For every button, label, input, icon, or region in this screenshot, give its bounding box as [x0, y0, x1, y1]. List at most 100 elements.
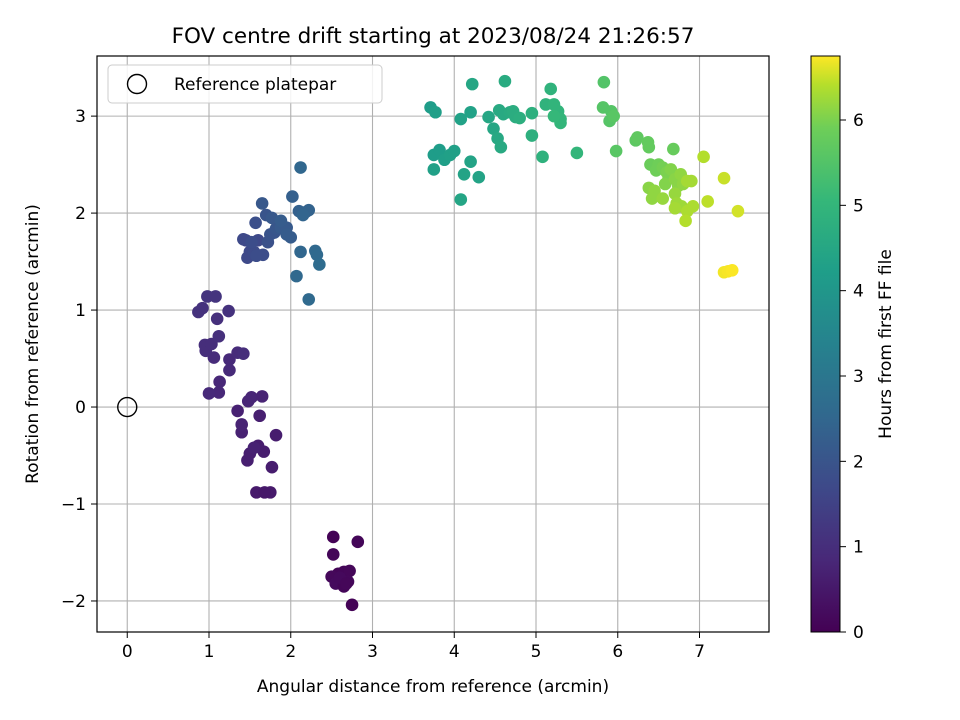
data-point: [235, 418, 249, 431]
data-point: [265, 460, 279, 474]
reference-marker: [117, 396, 138, 418]
colorbar-tick-label: 4: [853, 282, 864, 302]
colorbar-tick-label: 3: [853, 367, 864, 387]
data-point: [212, 386, 226, 399]
data-point: [269, 428, 283, 442]
y-tick-label: 3: [75, 107, 86, 127]
data-point: [570, 146, 584, 160]
data-point: [472, 170, 486, 184]
data-point: [247, 441, 261, 455]
data-point: [255, 197, 269, 210]
data-point: [302, 293, 316, 306]
data-point: [213, 375, 226, 389]
data-point: [255, 390, 269, 403]
data-point: [658, 177, 672, 191]
y-tick-label: 2: [75, 204, 86, 224]
data-point: [547, 109, 561, 123]
data-point: [731, 204, 745, 218]
data-point: [245, 391, 258, 404]
data-point: [290, 269, 303, 283]
data-point: [326, 548, 340, 561]
y-axis-label: Rotation from reference (arcmin): [23, 204, 43, 484]
data-point: [701, 195, 714, 208]
data-point: [454, 112, 468, 126]
data-point: [667, 142, 680, 156]
data-point: [525, 106, 539, 120]
data-point: [597, 75, 611, 89]
colorbar-tick-label: 1: [853, 538, 864, 558]
x-tick-label: 1: [204, 642, 215, 662]
data-point: [685, 174, 698, 188]
data-point: [286, 190, 299, 203]
data-point: [544, 82, 558, 96]
data-point: [482, 110, 495, 124]
data-point: [609, 144, 623, 158]
data-point: [284, 231, 298, 244]
data-point: [433, 143, 446, 157]
x-tick-label: 2: [285, 642, 296, 662]
data-point: [679, 214, 692, 228]
y-tick-label: 0: [75, 398, 86, 418]
data-point: [668, 187, 682, 200]
data-point: [222, 304, 235, 318]
data-point: [237, 347, 250, 360]
y-tick-label: −2: [61, 592, 86, 612]
data-point: [498, 74, 512, 88]
x-tick-labels: 0 1 2 3 4 5 6 7: [122, 632, 705, 662]
colorbar-tick-label: 2: [853, 452, 864, 472]
data-point: [642, 140, 656, 154]
x-tick-label: 0: [122, 642, 133, 662]
colorbar-tick-labels: 0 1 2 3 4 5 6: [840, 111, 864, 643]
data-point: [464, 155, 477, 168]
y-tick-label: −1: [61, 495, 86, 515]
data-point: [326, 530, 340, 544]
x-tick-label: 3: [367, 642, 378, 662]
colorbar-tick-label: 6: [853, 111, 864, 131]
data-point: [223, 363, 236, 377]
plot-frame: [96, 55, 770, 633]
chart-title: FOV centre drift starting at 2023/08/24 …: [172, 24, 695, 49]
y-tick-labels: −2 −1 0 1 2 3: [61, 107, 97, 612]
data-point: [294, 245, 307, 259]
data-point: [494, 140, 508, 154]
data-point: [664, 163, 678, 176]
colorbar-tick-label: 5: [853, 196, 864, 216]
data-point: [465, 77, 479, 91]
data-point: [607, 109, 620, 123]
data-point: [536, 150, 549, 164]
data-point: [725, 264, 739, 277]
x-tick-label: 7: [694, 642, 705, 662]
data-point: [258, 486, 271, 499]
colorbar-label: Hours from first FF file: [876, 249, 896, 439]
data-point: [196, 301, 209, 315]
grid-lines: [97, 56, 769, 632]
data-point: [274, 214, 288, 228]
data-point: [454, 193, 468, 206]
scatter-points: [192, 74, 745, 612]
data-point: [464, 105, 477, 119]
data-point: [525, 129, 539, 142]
data-point: [212, 329, 226, 343]
data-point: [245, 235, 258, 249]
data-point: [343, 564, 356, 578]
x-tick-label: 4: [449, 642, 460, 662]
data-point: [427, 163, 441, 176]
legend-entry: Reference platepar: [174, 75, 336, 95]
legend: Reference platepar: [107, 64, 383, 104]
data-point: [487, 122, 500, 136]
data-point: [296, 208, 310, 222]
data-point: [249, 216, 262, 230]
data-point: [313, 258, 326, 271]
data-point: [294, 161, 307, 174]
data-point: [345, 598, 359, 612]
data-point: [457, 168, 471, 181]
data-point: [631, 131, 644, 144]
data-point: [253, 409, 266, 423]
data-point: [310, 248, 324, 262]
data-point: [668, 201, 682, 215]
x-axis-label: Angular distance from reference (arcmin): [257, 677, 609, 697]
data-point: [209, 290, 222, 303]
data-point: [447, 144, 461, 158]
data-point: [202, 387, 216, 400]
x-tick-label: 6: [612, 642, 623, 662]
